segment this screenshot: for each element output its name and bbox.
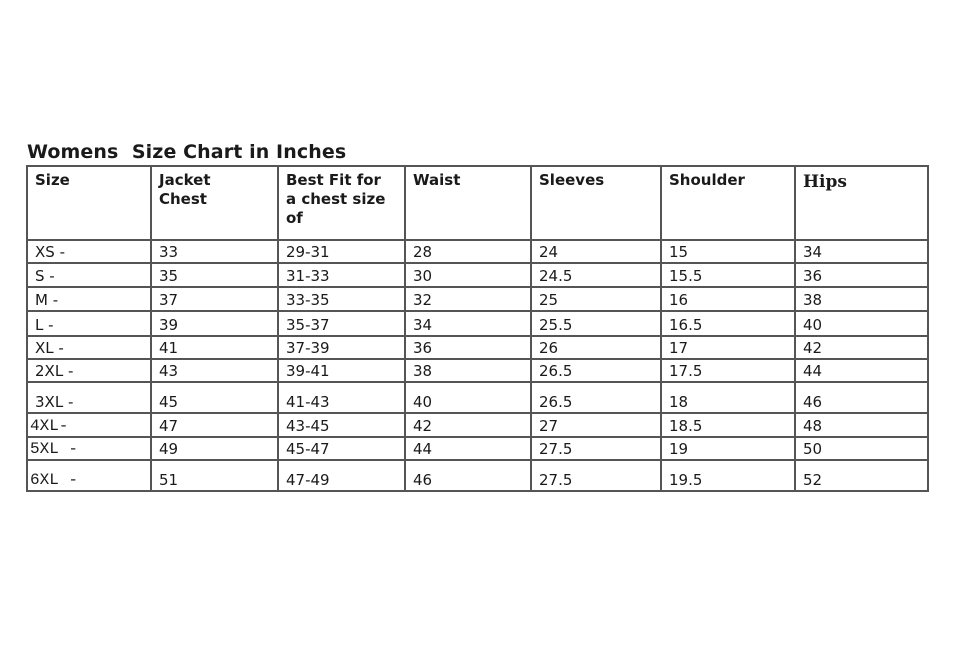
table-row: XL -41 37-39 36 26 17 42 (26, 335, 929, 360)
cell-waist: 44 (404, 436, 532, 461)
cell-waist: 30 (404, 262, 532, 288)
cell-best-fit-chest: 29-31 (277, 239, 406, 264)
cell-best-fit-chest: 43-45 (277, 412, 406, 438)
cell-hips: 46 (794, 381, 929, 414)
cell-best-fit-chest: 41-43 (277, 381, 406, 414)
cell-size: S - (26, 262, 152, 288)
cell-jacket-chest: 49 (150, 436, 279, 461)
cell-sleeves: 24 (530, 239, 662, 264)
cell-jacket-chest: 51 (150, 459, 279, 492)
cell-sleeves: 25 (530, 286, 662, 312)
cell-best-fit-chest: 31-33 (277, 262, 406, 288)
cell-sleeves: 26.5 (530, 381, 662, 414)
column-header-best-fit-chest: Best Fit for a chest size of (277, 165, 406, 241)
cell-shoulder: 15.5 (660, 262, 796, 288)
cell-shoulder: 17.5 (660, 358, 796, 383)
cell-jacket-chest: 33 (150, 239, 279, 264)
cell-hips: 34 (794, 239, 929, 264)
cell-jacket-chest: 35 (150, 262, 279, 288)
cell-hips: 52 (794, 459, 929, 492)
cell-shoulder: 19 (660, 436, 796, 461)
cell-shoulder: 17 (660, 335, 796, 360)
cell-jacket-chest: 41 (150, 335, 279, 360)
cell-waist: 28 (404, 239, 532, 264)
table-row: M -37 33-35 32 25 16 38 (26, 286, 929, 312)
cell-size: XL - (26, 335, 152, 360)
page-title: Womens Size Chart in Inches (27, 141, 347, 163)
cell-waist: 42 (404, 412, 532, 438)
table-row: 6XL -51 47-49 46 27.5 19.5 52 (26, 459, 929, 492)
column-header-hips: Hips (794, 165, 929, 241)
cell-best-fit-chest: 33-35 (277, 286, 406, 312)
cell-waist: 32 (404, 286, 532, 312)
cell-size: 2XL - (26, 358, 152, 383)
cell-jacket-chest: 47 (150, 412, 279, 438)
cell-waist: 36 (404, 335, 532, 360)
cell-shoulder: 15 (660, 239, 796, 264)
cell-hips: 36 (794, 262, 929, 288)
table-row: 4XL- 47 43-45 42 27 18.5 48 (26, 412, 929, 438)
cell-jacket-chest: 39 (150, 310, 279, 337)
cell-best-fit-chest: 45-47 (277, 436, 406, 461)
cell-sleeves: 24.5 (530, 262, 662, 288)
cell-size: XS - (26, 239, 152, 264)
cell-sleeves: 26.5 (530, 358, 662, 383)
cell-shoulder: 16.5 (660, 310, 796, 337)
cell-shoulder: 16 (660, 286, 796, 312)
cell-best-fit-chest: 37-39 (277, 335, 406, 360)
cell-size: L - (26, 310, 152, 337)
cell-waist: 38 (404, 358, 532, 383)
cell-sleeves: 26 (530, 335, 662, 360)
cell-hips: 38 (794, 286, 929, 312)
table-row: L -39 35-37 34 25.5 16.5 40 (26, 310, 929, 337)
cell-hips: 40 (794, 310, 929, 337)
cell-shoulder: 18.5 (660, 412, 796, 438)
cell-jacket-chest: 43 (150, 358, 279, 383)
cell-waist: 46 (404, 459, 532, 492)
column-header-size: Size (26, 165, 152, 241)
cell-size: 4XL- (26, 412, 152, 438)
cell-size: 3XL - (26, 381, 152, 414)
cell-hips: 44 (794, 358, 929, 383)
column-header-sleeves: Sleeves (530, 165, 662, 241)
header-row: Size Jacket Chest Best Fit for a chest siz… (26, 165, 929, 241)
cell-sleeves: 27 (530, 412, 662, 438)
cell-best-fit-chest: 35-37 (277, 310, 406, 337)
cell-size: 5XL - (26, 436, 152, 461)
cell-hips: 42 (794, 335, 929, 360)
table-row: 2XL -43 39-41 38 26.5 17.5 44 (26, 358, 929, 383)
cell-hips: 48 (794, 412, 929, 438)
cell-shoulder: 18 (660, 381, 796, 414)
cell-waist: 34 (404, 310, 532, 337)
cell-hips: 50 (794, 436, 929, 461)
table-row: S -35 31-33 30 24.5 15.5 36 (26, 262, 929, 288)
table-row: 5XL -49 45-47 44 27.5 19 50 (26, 436, 929, 461)
size-chart-table: Size Jacket Chest Best Fit for a chest siz… (26, 165, 929, 492)
column-header-jacket-chest: Jacket Chest (150, 165, 279, 241)
table-row: XS -33 29-31 28 24 15 34 (26, 239, 929, 264)
cell-sleeves: 27.5 (530, 436, 662, 461)
cell-best-fit-chest: 39-41 (277, 358, 406, 383)
cell-best-fit-chest: 47-49 (277, 459, 406, 492)
cell-waist: 40 (404, 381, 532, 414)
cell-jacket-chest: 37 (150, 286, 279, 312)
column-header-waist: Waist (404, 165, 532, 241)
cell-shoulder: 19.5 (660, 459, 796, 492)
column-header-shoulder: Shoulder (660, 165, 796, 241)
cell-jacket-chest: 45 (150, 381, 279, 414)
cell-sleeves: 27.5 (530, 459, 662, 492)
table-row: 3XL -45 41-43 40 26.5 18 46 (26, 381, 929, 414)
cell-size: 6XL - (26, 459, 152, 492)
cell-sleeves: 25.5 (530, 310, 662, 337)
cell-size: M - (26, 286, 152, 312)
